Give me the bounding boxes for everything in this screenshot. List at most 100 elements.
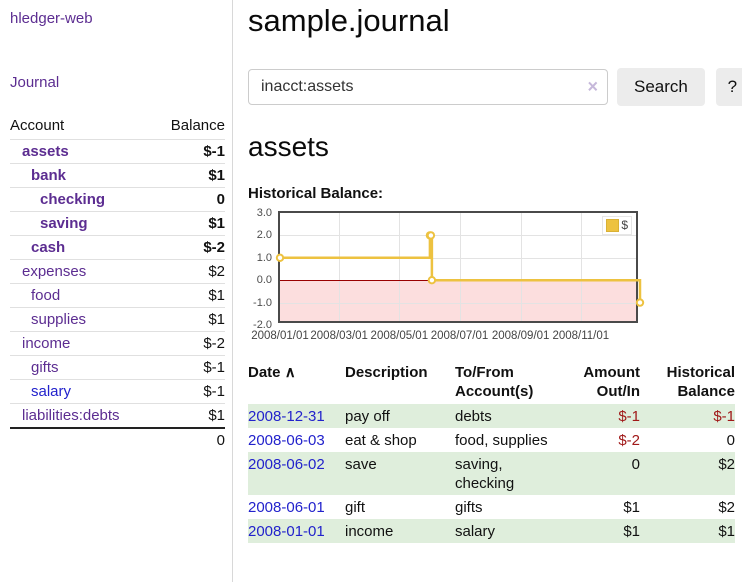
app-brand: hledger-web [10,10,224,28]
brand-link[interactable]: hledger-web [10,10,93,27]
account-cell: saving [10,211,154,236]
page-title: sample.journal [248,3,450,38]
chart-title: Historical Balance: [248,185,384,202]
account-row: gifts $-1 [10,355,225,380]
transaction-date-link[interactable]: 2008-06-02 [248,456,325,473]
account-cell: income [10,331,154,356]
horizontal-gridline [280,302,636,304]
account-row: expenses $2 [10,259,225,284]
transaction-description: eat & shop [345,432,417,449]
account-total-balance: 0 [153,427,225,452]
account-link[interactable]: saving [40,215,88,232]
transaction-row[interactable]: 2008-06-03 eat & shop food, supplies $-2… [248,428,735,452]
transaction-row[interactable]: 2008-06-01 gift gifts $1 $2 [248,495,735,519]
account-row: checking 0 [10,187,225,212]
transaction-row[interactable]: 2008-06-02 save saving, checking 0 $2 [248,452,735,495]
search-form: × Search ? [248,68,742,106]
transaction-balance: $1 [718,523,735,540]
account-link[interactable]: food [31,287,61,304]
account-cell: bank [10,163,154,188]
description-column-header: Description [345,364,428,381]
sidebar-item-journal[interactable]: Journal [10,74,60,91]
account-cell: assets [10,139,154,164]
transaction-date-link[interactable]: 2008-06-01 [248,499,325,516]
x-tick-label: 2008/03/01 [310,330,368,342]
vertical-gridline [520,213,522,321]
data-point-marker [635,298,645,307]
transaction-date-link[interactable]: 2008-06-03 [248,432,325,449]
sort-ascending-icon: ∧ [284,364,296,381]
account-balance: $1 [153,211,225,236]
series-swatch-icon [606,219,620,232]
historical-balance-chart: 3.0 2.0 1.0 0.0 -1.0 -2.0 $ 2008/01/01 2008/03… [248,207,742,345]
main-content: sample.journal × Search ? assets Histori… [233,0,742,582]
y-tick-label: 2.0 [256,229,272,242]
x-tick-label: 2008/11/01 [552,330,610,342]
date-column-header[interactable]: Date ∧ [248,364,296,381]
account-row: bank $1 [10,163,225,188]
transaction-date-link[interactable]: 2008-01-01 [248,523,325,540]
account-link[interactable]: gifts [31,359,59,376]
account-link[interactable]: bank [31,167,67,184]
account-row: saving $1 [10,211,225,236]
account-balance: $-1 [153,139,225,164]
account-balance: $-2 [153,235,225,260]
y-tick-label: -1.0 [253,296,272,309]
x-tick-label: 2008/05/01 [370,330,429,342]
account-row: food $1 [10,283,225,308]
horizontal-gridline [280,235,636,237]
account-link[interactable]: cash [31,239,66,256]
account-cell: cash [10,235,154,260]
account-row: cash $-2 [10,235,225,260]
balance-line-series [275,231,645,307]
search-input[interactable] [248,69,608,105]
transaction-accounts: debts [455,408,492,425]
chart-legend: $ [602,216,632,235]
help-button[interactable]: ? [715,68,742,106]
transaction-description: income [345,523,394,540]
transaction-date-cell: 2008-06-01 [248,495,345,519]
x-tick-label: 2008/07/01 [430,330,489,342]
transaction-date-cell: 2008-12-31 [248,404,345,428]
search-button[interactable]: Search [617,68,705,106]
transaction-amount: 0 [631,456,640,473]
transaction-accounts: food, supplies [455,432,548,449]
account-link[interactable]: checking [40,191,106,208]
account-link[interactable]: income [22,335,71,352]
y-tick-label: -2.0 [253,319,272,331]
account-link[interactable]: expenses [22,263,87,280]
data-point-marker [426,231,436,240]
transaction-description: pay off [345,408,390,425]
vertical-gridline [339,213,341,321]
account-cell: checking [10,187,154,212]
series-label: $ [621,218,628,232]
account-link[interactable]: supplies [31,311,87,328]
transaction-row[interactable]: 2008-12-31 pay off debts $-1 $-1 [248,404,735,428]
x-tick-label: 2008/01/01 [251,330,309,342]
account-balance: $-1 [153,379,225,404]
series-line [280,234,642,303]
transaction-row[interactable]: 2008-01-01 income salary $1 $1 [248,519,735,543]
account-link[interactable]: assets [22,143,69,160]
y-tick-label: 3.0 [256,207,272,219]
transaction-balance: $-1 [713,408,735,425]
account-cell: salary [10,379,154,404]
clear-search-icon[interactable]: × [587,76,598,97]
transaction-date-link[interactable]: 2008-12-31 [248,408,325,425]
account-balance: 0 [153,187,225,212]
account-balance-table: Account Balance assets $-1 ban [10,113,225,452]
chart-plot-area: $ [275,211,645,323]
account-link[interactable]: salary [31,383,72,400]
sidebar: hledger-web Journal Account Balance asse… [0,0,233,582]
account-link[interactable]: liabilities:debts [22,407,120,424]
transaction-balance: 0 [726,432,735,449]
account-row: income $-2 [10,331,225,356]
chart-y-axis: 3.0 2.0 1.0 0.0 -1.0 -2.0 [248,207,278,331]
account-balance: $1 [153,283,225,308]
sidebar-nav: Journal [10,74,224,92]
y-tick-label: 0.0 [256,274,272,287]
account-balance: $1 [153,403,225,428]
transaction-date-cell: 2008-06-02 [248,452,345,495]
transaction-balance: $2 [718,499,735,516]
